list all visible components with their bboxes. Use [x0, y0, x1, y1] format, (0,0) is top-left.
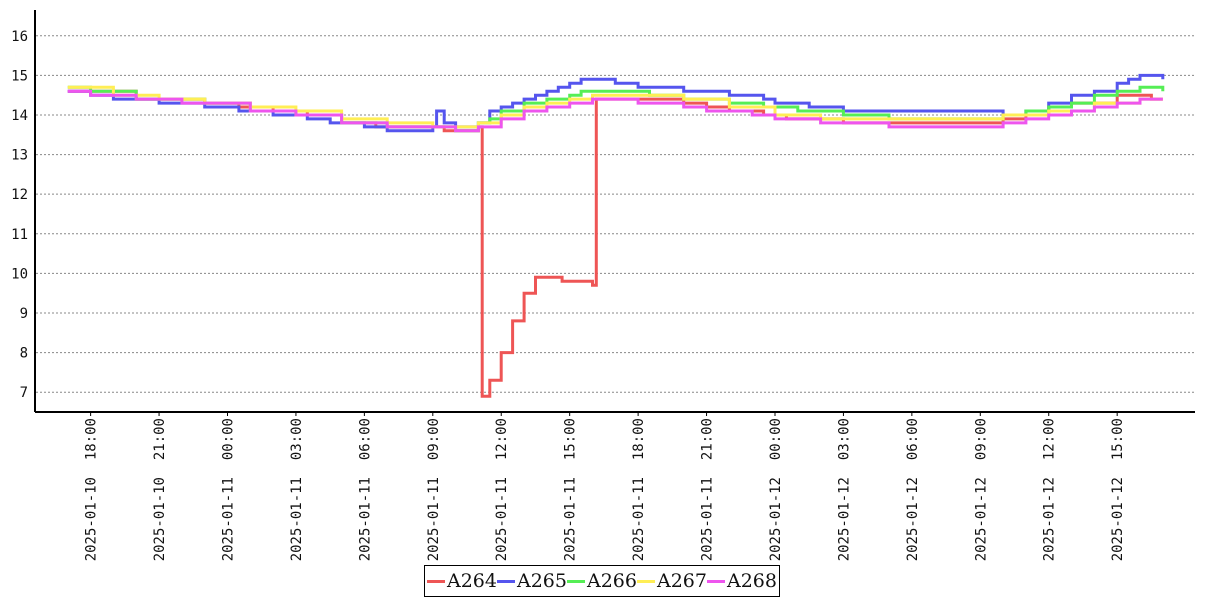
legend-label: A264	[447, 570, 497, 592]
legend-item-a268[interactable]: A268	[707, 570, 777, 592]
x-tick-label: 2025-01-11 21:00	[700, 418, 716, 561]
legend-item-a265[interactable]: A265	[497, 570, 567, 592]
y-tick-label: 11	[11, 227, 28, 243]
y-tick-label: 15	[11, 68, 28, 84]
y-tick-label: 9	[20, 306, 28, 322]
x-tick-label: 2025-01-12 12:00	[1042, 418, 1058, 561]
y-tick-label: 14	[11, 108, 28, 124]
x-tick-label: 2025-01-11 15:00	[563, 418, 579, 561]
legend-label: A268	[727, 570, 777, 592]
y-tick-label: 10	[11, 266, 28, 282]
legend-label: A267	[657, 570, 707, 592]
legend-item-a266[interactable]: A266	[567, 570, 637, 592]
legend-swatch	[707, 579, 725, 583]
x-tick-label: 2025-01-12 06:00	[905, 418, 921, 561]
legend-item-a264[interactable]: A264	[427, 570, 497, 592]
series-lines	[67, 73, 1165, 398]
legend-label: A266	[587, 570, 637, 592]
y-tick-label: 13	[11, 148, 28, 164]
grid-lines	[36, 35, 1195, 393]
series-line-a268	[67, 89, 1163, 133]
x-tick-labels: 2025-01-10 18:00 2025-01-10 21:00 2025-01-…	[84, 418, 1127, 561]
axes	[34, 10, 1195, 416]
x-tick-label: 2025-01-10 21:00	[152, 418, 168, 561]
x-tick-label: 2025-01-11 00:00	[220, 418, 236, 561]
x-tick-label: 2025-01-11 18:00	[631, 418, 647, 561]
x-tick-label: 2025-01-12 00:00	[768, 418, 784, 561]
y-tick-label: 16	[11, 29, 28, 45]
x-tick-label: 2025-01-11 12:00	[494, 418, 510, 561]
x-tick-label: 2025-01-12 03:00	[836, 418, 852, 561]
y-tick-label: 12	[11, 187, 28, 203]
x-tick-label: 2025-01-11 03:00	[289, 418, 305, 561]
y-tick-label: 7	[20, 385, 28, 401]
x-tick-label: 2025-01-12 15:00	[1110, 418, 1126, 561]
x-tick-label: 2025-01-11 09:00	[426, 418, 442, 561]
legend-swatch	[567, 579, 585, 583]
x-tick-label: 2025-01-10 18:00	[84, 418, 100, 561]
y-tick-label: 8	[20, 346, 28, 362]
x-tick-label: 2025-01-11 06:00	[357, 418, 373, 561]
legend-label: A265	[517, 570, 567, 592]
legend-item-a267[interactable]: A267	[637, 570, 707, 592]
y-tick-labels: 7 8 9 10 11 12 13 14 15 16	[11, 29, 28, 401]
legend-swatch	[637, 579, 655, 583]
legend: A264 A265 A266 A267 A268	[424, 565, 780, 597]
series-line-a264	[67, 89, 1163, 398]
x-tick-label: 2025-01-12 09:00	[973, 418, 989, 561]
legend-swatch	[497, 579, 515, 583]
legend-swatch	[427, 579, 445, 583]
